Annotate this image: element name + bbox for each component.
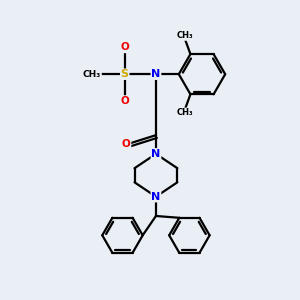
Text: O: O [122,139,130,149]
Text: N: N [151,69,160,79]
Text: O: O [120,43,129,52]
Text: CH₃: CH₃ [83,70,101,79]
Text: N: N [151,149,160,159]
Text: N: N [151,192,160,202]
Text: O: O [120,96,129,106]
Text: CH₃: CH₃ [176,31,193,40]
Text: CH₃: CH₃ [176,108,193,117]
Text: S: S [121,69,129,79]
